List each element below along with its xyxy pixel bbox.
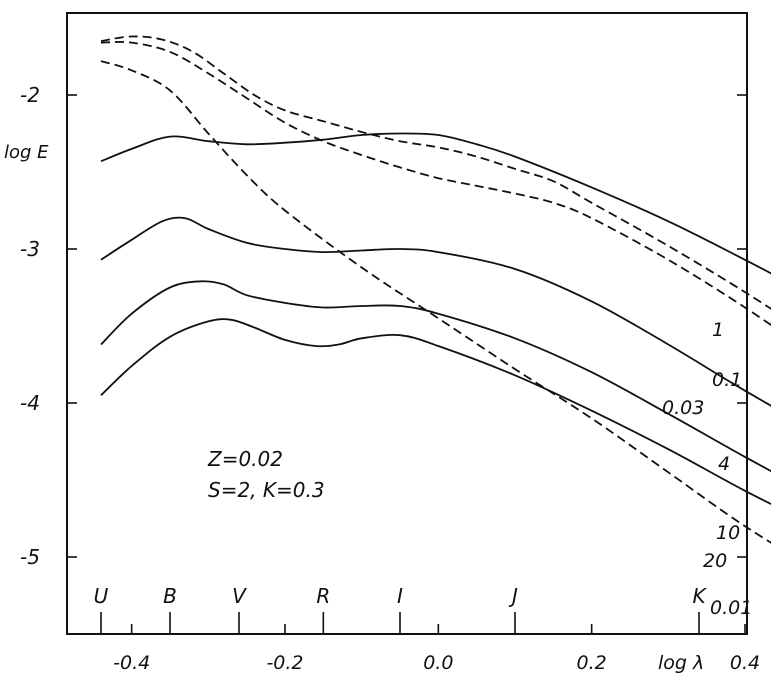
series-label-4: 4 <box>718 453 730 475</box>
axis-ticks <box>67 94 747 634</box>
series-curve-1 <box>100 132 771 275</box>
plot-frame <box>66 12 748 635</box>
band-label: R <box>316 584 330 608</box>
x-tick-label: 0.4 <box>730 652 760 674</box>
series-label-20: 20 <box>703 550 727 572</box>
x-tick-label: -0.2 <box>266 652 303 674</box>
series-curve-10 <box>100 280 771 473</box>
x-tick-label: 0.0 <box>423 652 453 674</box>
band-label: K <box>692 584 707 608</box>
series-curve-20 <box>100 318 771 506</box>
x-tick-label: 0.2 <box>577 652 607 674</box>
y-tick-label: -2 <box>20 83 40 107</box>
series-label-0-03: 0.03 <box>662 397 704 419</box>
band-label: B <box>163 584 177 608</box>
band-label: U <box>94 584 109 608</box>
curves <box>100 35 771 544</box>
annotation-parameters: S=2, K=0.3 <box>208 478 325 502</box>
series-curve-0-01 <box>100 60 771 544</box>
x-axis-label: log λ <box>658 652 704 674</box>
band-label: V <box>232 584 247 608</box>
y-tick-label: -5 <box>20 545 40 569</box>
series-label-10: 10 <box>716 522 740 544</box>
band-label: J <box>508 584 518 608</box>
annotation-metallicity: Z=0.02 <box>207 447 283 471</box>
y-axis-label: log E <box>4 142 49 163</box>
x-tick-label: -0.4 <box>113 652 150 674</box>
series-label-1: 1 <box>712 319 724 341</box>
series-curve-0-1 <box>100 35 771 310</box>
series-curve-0-03 <box>100 41 771 327</box>
labels: -0.4-0.20.00.20.40.6-2-3-4-5UBVRIJKL10.1… <box>20 83 760 674</box>
y-tick-label: -4 <box>20 391 40 415</box>
series-curve-4 <box>100 216 771 407</box>
y-tick-label: -3 <box>20 237 40 261</box>
series-label-0-1: 0.1 <box>712 369 742 391</box>
band-label: I <box>397 584 403 608</box>
series-label-0-01: 0.01 <box>710 597 752 619</box>
